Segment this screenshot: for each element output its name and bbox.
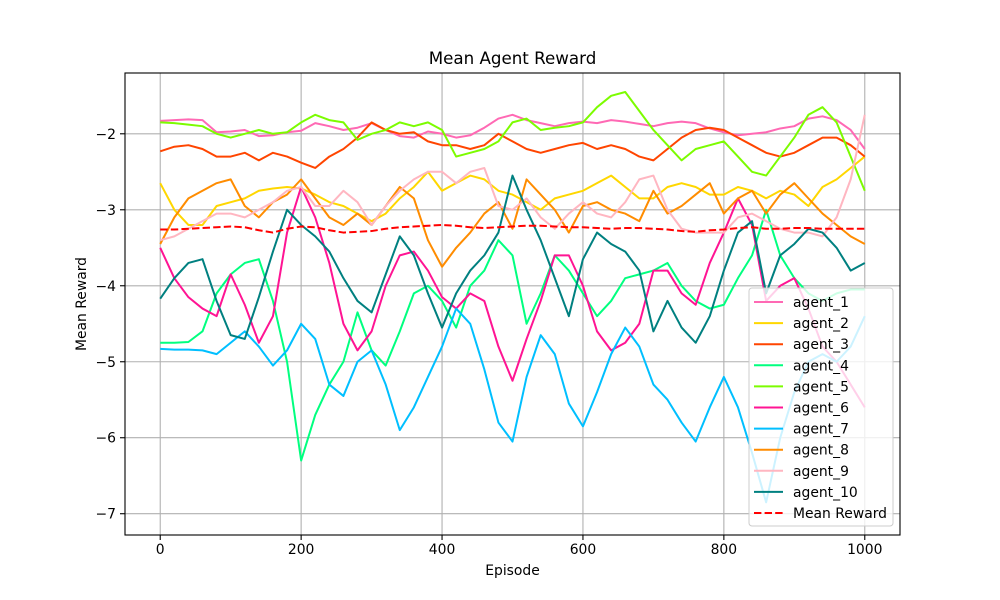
x-tick-label: 800 xyxy=(711,542,738,558)
legend-entry-agent-4: agent_4 xyxy=(754,358,849,374)
legend-label: agent_10 xyxy=(793,485,858,501)
legend-entry-agent-9: agent_9 xyxy=(754,464,849,480)
legend-entry-agent-10: agent_10 xyxy=(754,485,858,501)
series-lines xyxy=(159,91,866,504)
legend-label: Mean Reward xyxy=(793,506,887,522)
legend-label: agent_8 xyxy=(793,443,849,459)
legend: agent_1 agent_2 agent_3 agent_4 agent_5agent… xyxy=(748,287,894,527)
series-line-agent-10 xyxy=(159,174,866,344)
legend-box xyxy=(748,287,894,527)
legend-label: agent_1 xyxy=(793,295,849,311)
series-line-agent-9 xyxy=(159,114,866,242)
legend-label: agent_9 xyxy=(793,464,849,480)
series-line-agent-2 xyxy=(159,155,866,226)
x-tick-label: 600 xyxy=(570,542,597,558)
legend-label: agent_7 xyxy=(793,422,849,438)
y-tick-label: −4 xyxy=(96,279,117,295)
legend-entry-agent-8: agent_8 xyxy=(754,443,849,459)
y-tick-label: −7 xyxy=(96,507,116,523)
legend-entry-agent-5: agent_5 xyxy=(754,379,849,395)
x-tick-label: 1000 xyxy=(847,542,882,558)
series-line-agent-6 xyxy=(159,185,866,408)
series-line-agent-7 xyxy=(160,307,866,504)
legend-entry-agent-2: agent_2 xyxy=(754,316,849,332)
axis-ticks: 0 200 400 600 800 1000 −7 −6 −5 −4 −3 −2 xyxy=(96,127,883,558)
x-tick-label: 0 xyxy=(156,542,165,558)
series-line-agent-3 xyxy=(159,121,866,169)
legend-entry-agent-3: agent_3 xyxy=(754,337,849,353)
x-tick-label: 400 xyxy=(429,542,456,558)
y-tick-label: −2 xyxy=(96,127,116,143)
y-tick-label: −6 xyxy=(96,431,116,447)
legend-entry-agent-6: agent_6 xyxy=(754,401,849,417)
x-axis-label: Episode xyxy=(485,563,540,579)
series-line-agent-1 xyxy=(160,113,866,150)
legend-label: agent_5 xyxy=(793,379,849,395)
legend-label: agent_3 xyxy=(793,337,849,353)
x-tick-label: 200 xyxy=(288,542,315,558)
series-line-agent-5 xyxy=(160,91,866,192)
chart-title: Mean Agent Reward xyxy=(429,48,597,68)
series-line-mean-reward xyxy=(160,223,865,234)
y-axis-label: Mean Reward xyxy=(74,257,90,351)
axes-frame xyxy=(124,72,901,536)
legend-entry-agent-7: agent_7 xyxy=(754,422,849,438)
legend-label: agent_2 xyxy=(793,316,849,332)
legend-entry-mean-reward: Mean Reward xyxy=(754,506,887,522)
y-tick-label: −5 xyxy=(96,355,116,371)
legend-entry-agent-1: agent_1 xyxy=(754,295,849,311)
series-line-agent-4 xyxy=(160,208,865,462)
legend-label: agent_6 xyxy=(793,401,849,417)
y-tick-label: −3 xyxy=(96,203,116,219)
legend-label: agent_4 xyxy=(793,358,849,374)
